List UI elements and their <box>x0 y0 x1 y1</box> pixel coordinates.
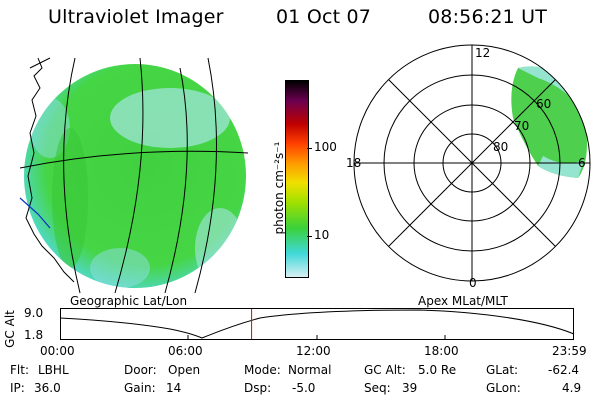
altitude-curve <box>59 309 575 339</box>
geographic-label: Geographic Lat/Lon <box>70 294 188 308</box>
seq-label: Seq: <box>364 381 391 395</box>
mlt-label-6: 6 <box>578 156 586 170</box>
coastline <box>25 57 75 283</box>
lat-label-60: 60 <box>536 97 552 111</box>
app-title: Ultraviolet Imager <box>48 6 224 28</box>
alt-xtick-1800: 18:00 <box>424 344 459 358</box>
gain-label: Gain: <box>124 381 156 395</box>
dsp-value: -5.0 <box>292 381 316 395</box>
glon-label: GLon: <box>486 381 521 395</box>
door-value: Open <box>168 363 201 377</box>
lat-label-70: 70 <box>514 119 530 133</box>
colorbar-unit-label: photon cm⁻²s⁻¹ <box>272 141 286 235</box>
alt-xtick-0600: 06:00 <box>168 344 203 358</box>
geographic-image <box>19 57 249 294</box>
colorbar-tick-label-100: 100 <box>314 140 337 154</box>
ip-label: IP: <box>10 381 25 395</box>
mlt-label-0: 0 <box>469 276 477 290</box>
apex-label: Apex MLat/MLT <box>418 294 508 308</box>
glat-value: -62.4 <box>548 363 580 377</box>
apex-polar-plot <box>353 44 591 282</box>
mlt-label-18: 18 <box>346 156 362 170</box>
alt-xtick-0000: 00:00 <box>40 344 75 358</box>
colorbar-tick-100 <box>307 148 312 149</box>
mlt-label-12: 12 <box>475 46 491 60</box>
mode-label: Mode: <box>244 363 281 377</box>
colorbar <box>285 80 309 278</box>
date-label: 01 Oct 07 <box>276 6 372 28</box>
alt-xtick-2359: 23:59 <box>552 344 587 358</box>
alt-plot-ylabel: GC Alt <box>3 310 17 348</box>
seq-value: 39 <box>402 381 418 395</box>
alt-ytick-9: 9.0 <box>24 306 44 320</box>
colorbar-tick-10 <box>307 236 312 237</box>
ip-value: 36.0 <box>34 381 61 395</box>
door-label: Door: <box>124 363 157 377</box>
flt-value: LBHL <box>38 363 69 377</box>
alt-ytick-1-8: 1.8 <box>24 328 44 342</box>
colorbar-tick-label-10: 10 <box>314 228 330 242</box>
time-label: 08:56:21 UT <box>428 6 548 28</box>
dsp-label: Dsp: <box>244 381 272 395</box>
gc-alt-label: GC Alt: <box>364 363 406 377</box>
glat-label: GLat: <box>486 363 519 377</box>
altitude-plot <box>59 308 575 340</box>
lat-label-80: 80 <box>493 140 509 154</box>
gain-value: 14 <box>166 381 182 395</box>
gc-alt-value: 5.0 Re <box>418 363 457 377</box>
alt-xtick-1200: 12:00 <box>296 344 331 358</box>
mode-value: Normal <box>288 363 332 377</box>
coastline-blue <box>19 197 51 229</box>
flt-label: Flt: <box>10 363 29 377</box>
glon-value: 4.9 <box>562 381 582 395</box>
